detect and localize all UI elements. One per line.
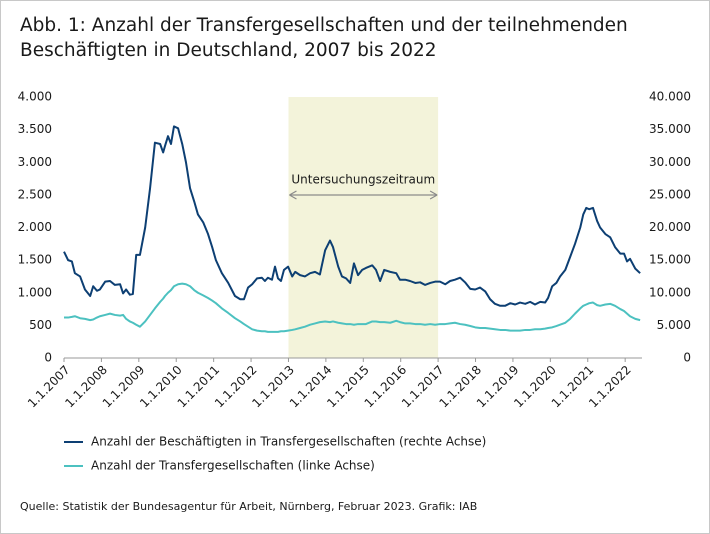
chart-title: Abb. 1: Anzahl der Transfergesellschafte… xyxy=(20,15,628,61)
y2-tick-label: 35.000 xyxy=(649,122,691,136)
y-tick-label: 2.000 xyxy=(18,220,52,234)
y-tick-label: 1.000 xyxy=(18,285,52,299)
shaded-region xyxy=(288,97,439,358)
y2-tick-label: 20.000 xyxy=(649,220,691,234)
y2-tick-label: 15.000 xyxy=(649,253,691,267)
y2-tick-label: 30.000 xyxy=(649,155,691,169)
y-tick-label: 3.000 xyxy=(18,155,52,169)
y-tick-label: 4.000 xyxy=(18,90,52,104)
legend-label: Anzahl der Beschäftigten in Transfergese… xyxy=(91,435,486,449)
series-line xyxy=(63,125,641,307)
y-tick-label: 1.500 xyxy=(18,253,52,267)
arrow-head xyxy=(289,190,438,200)
y2-tick-label: 5.000 xyxy=(657,318,691,332)
annotation-label: Untersuchungszeitraum xyxy=(291,173,435,187)
y-tick-label: 2.500 xyxy=(18,187,52,201)
y2-tick-label: 0 xyxy=(683,351,691,365)
series-line xyxy=(64,282,641,333)
source-note: Quelle: Statistik der Bundesagentur für … xyxy=(20,500,478,513)
y-tick-label: 3.500 xyxy=(18,122,52,136)
y-tick-label: 500 xyxy=(29,318,52,332)
y-tick-label: 0 xyxy=(44,351,52,365)
y2-tick-label: 10.000 xyxy=(649,285,691,299)
y2-tick-label: 25.000 xyxy=(649,187,691,201)
y2-tick-label: 40.000 xyxy=(649,90,691,104)
legend-label: Anzahl der Transfergesellschaften (linke… xyxy=(91,459,375,473)
